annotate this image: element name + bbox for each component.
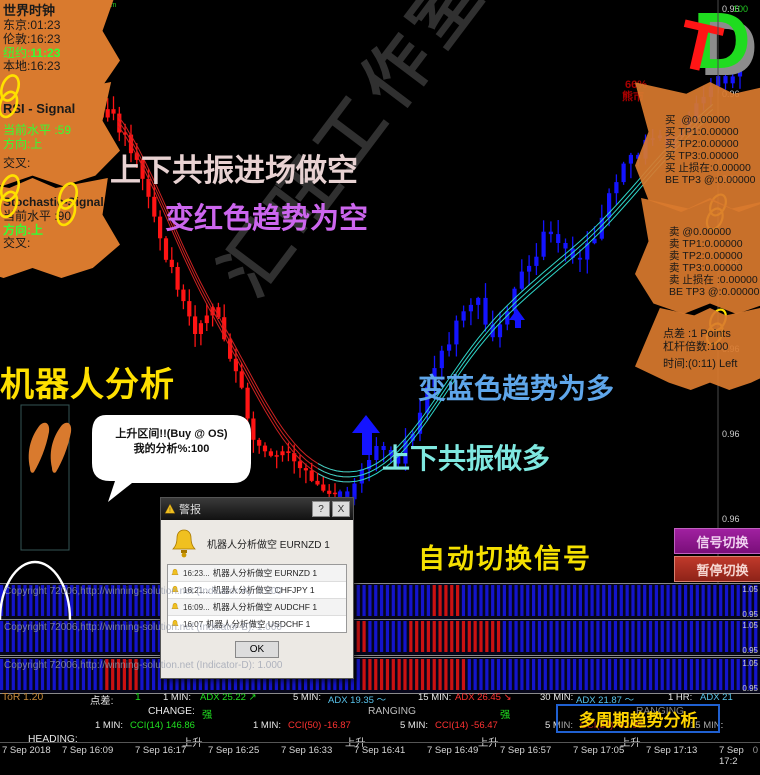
- svg-text:100: 100: [733, 4, 748, 14]
- svg-text:0.96: 0.96: [722, 514, 740, 524]
- svg-text:0.96: 0.96: [722, 429, 740, 439]
